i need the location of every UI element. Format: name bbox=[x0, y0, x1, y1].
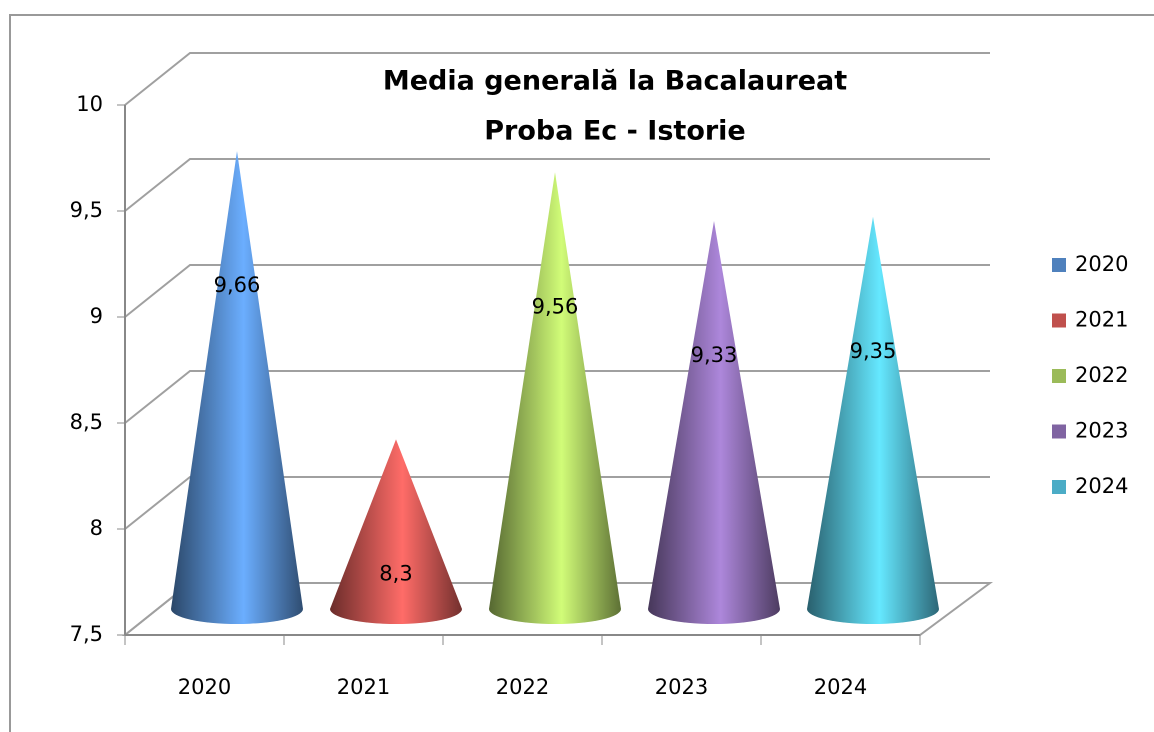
cone bbox=[171, 151, 303, 624]
chart-title: Proba Ec - Istorie bbox=[484, 116, 746, 147]
legend-swatch bbox=[1052, 313, 1066, 328]
grid-line bbox=[124, 158, 990, 212]
legend-swatch bbox=[1052, 480, 1066, 494]
cone bbox=[489, 172, 621, 624]
legend-label: 2022 bbox=[1075, 363, 1128, 387]
y-tick-label: 9 bbox=[90, 304, 103, 328]
legend-label: 2020 bbox=[1075, 252, 1128, 276]
chart-title: Media generală la Bacalaureat bbox=[383, 66, 847, 97]
legend-label: 2023 bbox=[1075, 419, 1128, 443]
x-tick-label: 2024 bbox=[814, 675, 867, 699]
x-tick-label: 2020 bbox=[178, 675, 231, 699]
legend-swatch bbox=[1052, 258, 1066, 272]
x-tick-label: 2023 bbox=[655, 675, 708, 699]
y-tick-label: 10 bbox=[76, 92, 103, 116]
chart-border bbox=[9, 14, 1154, 732]
cone bbox=[330, 439, 462, 624]
cone bbox=[807, 216, 939, 625]
x-tick-label: 2022 bbox=[496, 675, 549, 699]
grid-line bbox=[124, 264, 990, 318]
y-tick-label: 8 bbox=[90, 516, 103, 540]
y-tick-label: 7,5 bbox=[70, 622, 103, 646]
x-tick-label: 2021 bbox=[337, 675, 390, 699]
data-label: 9,56 bbox=[532, 294, 579, 318]
legend-label: 2021 bbox=[1075, 308, 1128, 332]
data-label: 9,35 bbox=[850, 339, 897, 363]
legend-swatch bbox=[1052, 424, 1066, 439]
y-tick-label: 9,5 bbox=[70, 198, 103, 222]
grid-line bbox=[124, 52, 990, 106]
cone bbox=[648, 221, 780, 625]
data-label: 8,3 bbox=[379, 561, 412, 585]
data-label: 9,66 bbox=[214, 273, 261, 297]
y-tick-label: 8,5 bbox=[70, 410, 103, 434]
data-label: 9,33 bbox=[691, 343, 738, 367]
legend-swatch bbox=[1052, 369, 1066, 383]
legend-label: 2024 bbox=[1075, 474, 1128, 498]
